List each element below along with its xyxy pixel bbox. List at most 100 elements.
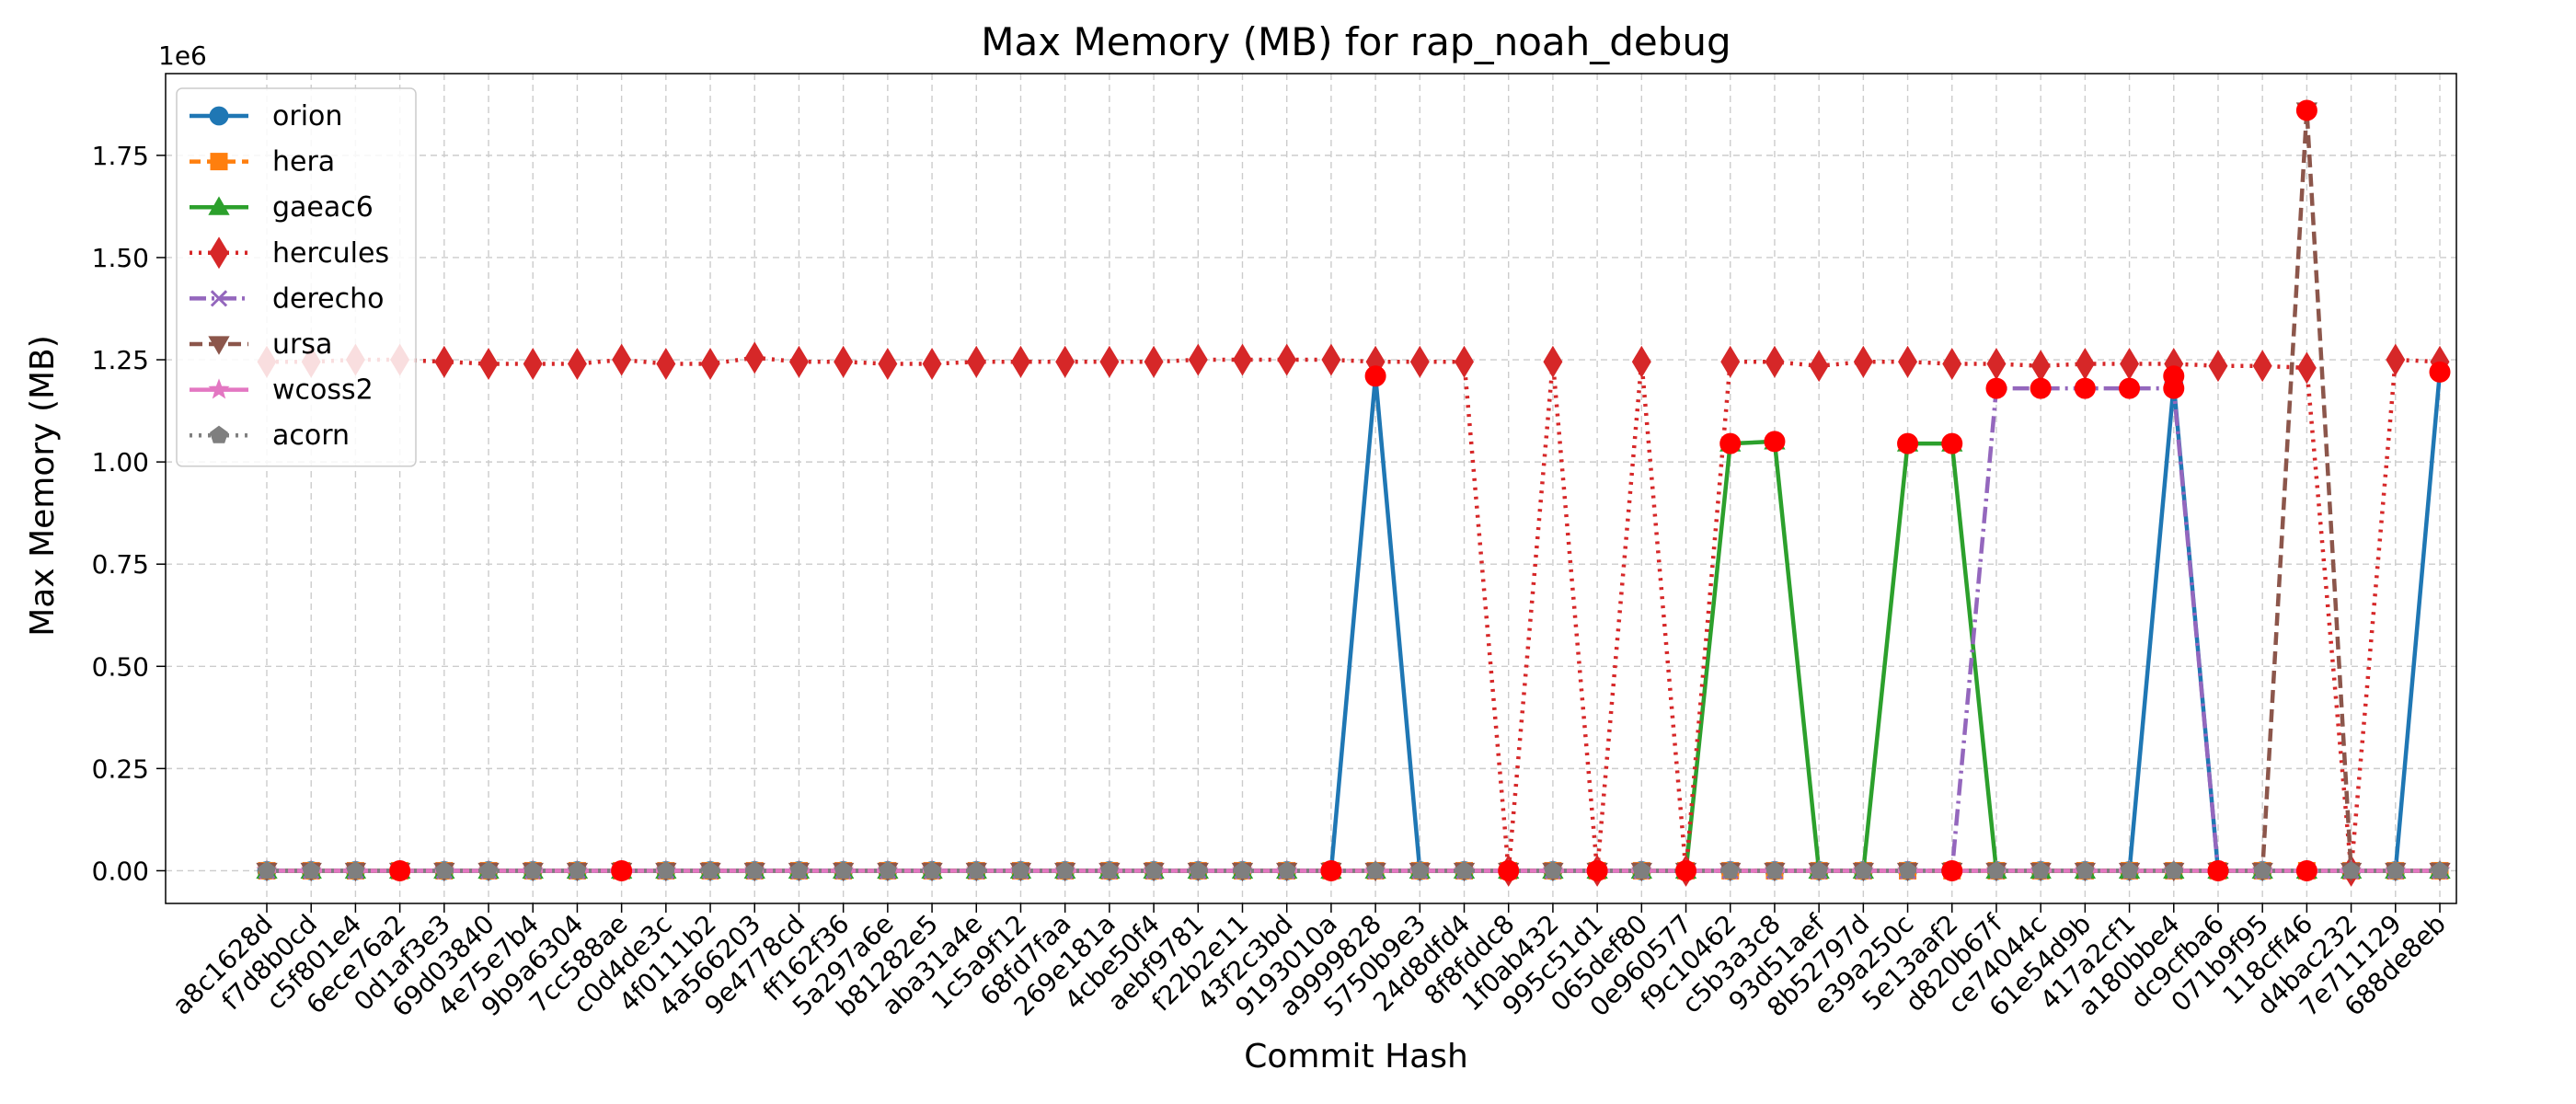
y-tick-label: 1.25 xyxy=(92,345,149,375)
highlight-point xyxy=(1941,859,1963,881)
y-tick-label: 1.75 xyxy=(92,141,149,171)
highlight-point xyxy=(1897,432,1919,454)
data-point xyxy=(1765,860,1784,879)
highlight-point xyxy=(1364,365,1386,387)
y-tick-label: 0.25 xyxy=(92,753,149,784)
data-point xyxy=(1055,860,1075,879)
highlight-point xyxy=(1719,432,1742,454)
data-point xyxy=(1986,860,2006,879)
legend-label: gaeac6 xyxy=(272,191,374,224)
data-point xyxy=(1409,345,1430,378)
data-point xyxy=(2296,351,2317,385)
highlight-point xyxy=(2119,377,2141,399)
data-point xyxy=(1898,860,1917,879)
highlight-point xyxy=(1320,859,1342,881)
legend-item-derecho: derecho xyxy=(190,282,385,315)
data-point xyxy=(1099,860,1119,879)
data-point xyxy=(1233,860,1252,879)
data-point xyxy=(1720,345,1741,378)
data-point xyxy=(1011,860,1030,879)
data-point xyxy=(2076,860,2095,879)
data-point xyxy=(1809,350,1829,383)
legend-item-hera: hera xyxy=(190,146,335,178)
y-tick-label: 0.75 xyxy=(92,549,149,580)
legend: orion hera gaeac6 hercules derecho ursa wcoss2… xyxy=(176,87,417,467)
legend-item-acorn: acorn xyxy=(190,420,350,452)
data-point xyxy=(302,860,321,879)
data-point xyxy=(210,290,228,307)
data-point xyxy=(2341,860,2361,879)
data-point xyxy=(568,860,587,879)
data-point xyxy=(434,345,454,378)
data-point xyxy=(2430,860,2450,879)
y-axis-offset-label: 1e6 xyxy=(158,40,207,71)
data-point xyxy=(745,860,765,879)
highlight-point xyxy=(2163,377,2185,399)
data-point xyxy=(1233,343,1252,376)
data-point xyxy=(1632,860,1651,879)
y-tick-label: 0.50 xyxy=(92,651,149,682)
data-point xyxy=(656,348,676,380)
legend-box xyxy=(176,87,417,467)
data-point xyxy=(478,348,499,380)
data-point xyxy=(1277,343,1297,376)
data-point xyxy=(2208,350,2228,383)
legend-item-gaeac6: gaeac6 xyxy=(190,191,374,224)
data-point xyxy=(744,341,765,374)
highlight-point xyxy=(389,859,411,881)
highlight-point xyxy=(2295,99,2317,121)
legend-label: acorn xyxy=(272,420,350,452)
legend-label: hera xyxy=(272,146,335,178)
highlight-point xyxy=(1941,432,1963,454)
data-point xyxy=(1099,345,1120,378)
legend-item-wcoss2: wcoss2 xyxy=(190,374,374,407)
data-point xyxy=(567,348,587,380)
highlight-point xyxy=(1498,859,1520,881)
highlight-point xyxy=(1764,431,1786,453)
data-point xyxy=(1144,860,1164,879)
data-point xyxy=(2120,860,2139,879)
data-point xyxy=(2164,860,2183,879)
y-tick-label: 0.00 xyxy=(92,856,149,886)
data-point xyxy=(834,860,853,879)
data-point xyxy=(523,348,543,380)
data-point xyxy=(523,860,543,879)
data-point xyxy=(878,348,898,380)
data-point xyxy=(1765,345,1785,378)
legend-label: ursa xyxy=(272,328,332,361)
highlight-point xyxy=(1586,859,1608,881)
data-point xyxy=(2252,350,2272,383)
data-point xyxy=(209,236,229,270)
data-point xyxy=(1410,860,1430,879)
data-point xyxy=(1277,860,1296,879)
data-point xyxy=(1321,343,1341,376)
data-point xyxy=(209,106,229,126)
data-point xyxy=(788,345,809,378)
y-tick-label: 1.00 xyxy=(92,447,149,477)
data-point xyxy=(1853,345,1873,378)
chart-title: Max Memory (MB) for rap_noah_debug xyxy=(981,19,1731,64)
legend-label: wcoss2 xyxy=(272,374,374,407)
data-point xyxy=(2386,343,2406,376)
data-point xyxy=(1631,345,1651,378)
data-point xyxy=(878,860,897,879)
data-point xyxy=(1055,345,1075,378)
data-point xyxy=(1854,860,1873,879)
y-axis-title: Max Memory (MB) xyxy=(24,335,62,637)
data-point xyxy=(922,348,942,380)
data-point xyxy=(789,860,809,879)
highlight-point xyxy=(1675,859,1697,881)
highlight-point xyxy=(2295,859,2317,881)
data-point xyxy=(257,860,277,879)
highlight-point xyxy=(611,859,633,881)
data-point xyxy=(612,343,632,376)
highlight-point xyxy=(1985,377,2007,399)
data-point xyxy=(1455,345,1474,378)
legend-item-hercules: hercules xyxy=(190,236,389,270)
data-point xyxy=(210,153,228,171)
data-point xyxy=(701,860,720,879)
data-point xyxy=(434,860,454,879)
data-point xyxy=(1720,860,1740,879)
